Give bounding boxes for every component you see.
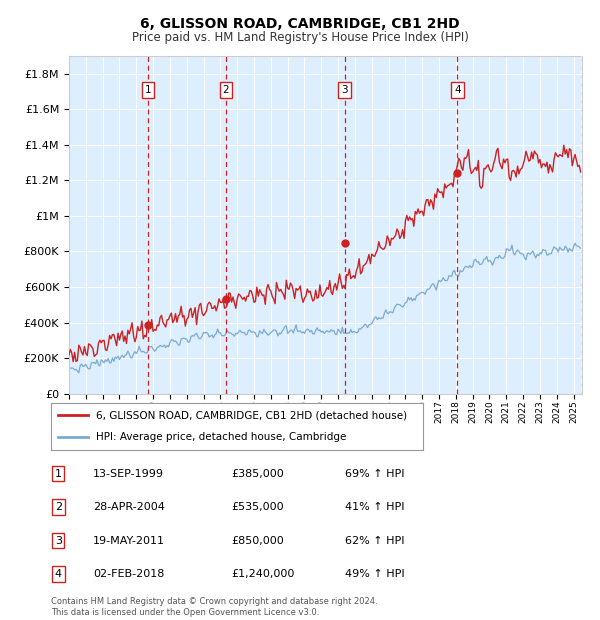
Text: Price paid vs. HM Land Registry's House Price Index (HPI): Price paid vs. HM Land Registry's House … xyxy=(131,31,469,43)
Text: £535,000: £535,000 xyxy=(231,502,284,512)
Text: 6, GLISSON ROAD, CAMBRIDGE, CB1 2HD (detached house): 6, GLISSON ROAD, CAMBRIDGE, CB1 2HD (det… xyxy=(95,410,407,420)
Text: 4: 4 xyxy=(454,84,461,95)
Text: 6, GLISSON ROAD, CAMBRIDGE, CB1 2HD: 6, GLISSON ROAD, CAMBRIDGE, CB1 2HD xyxy=(140,17,460,30)
Text: 2: 2 xyxy=(55,502,62,512)
Text: 3: 3 xyxy=(55,536,62,546)
Text: 28-APR-2004: 28-APR-2004 xyxy=(93,502,165,512)
Text: £385,000: £385,000 xyxy=(231,469,284,479)
Text: Contains HM Land Registry data © Crown copyright and database right 2024.
This d: Contains HM Land Registry data © Crown c… xyxy=(51,598,377,617)
Text: 3: 3 xyxy=(341,84,348,95)
Text: 13-SEP-1999: 13-SEP-1999 xyxy=(93,469,164,479)
Text: 4: 4 xyxy=(55,569,62,579)
Text: 49% ↑ HPI: 49% ↑ HPI xyxy=(345,569,404,579)
Text: 69% ↑ HPI: 69% ↑ HPI xyxy=(345,469,404,479)
Text: 2: 2 xyxy=(223,84,229,95)
Text: £1,240,000: £1,240,000 xyxy=(231,569,295,579)
Text: 02-FEB-2018: 02-FEB-2018 xyxy=(93,569,164,579)
Text: 1: 1 xyxy=(55,469,62,479)
Text: 19-MAY-2011: 19-MAY-2011 xyxy=(93,536,165,546)
Text: 41% ↑ HPI: 41% ↑ HPI xyxy=(345,502,404,512)
Text: 62% ↑ HPI: 62% ↑ HPI xyxy=(345,536,404,546)
Text: 1: 1 xyxy=(145,84,152,95)
Text: HPI: Average price, detached house, Cambridge: HPI: Average price, detached house, Camb… xyxy=(95,432,346,443)
Text: £850,000: £850,000 xyxy=(231,536,284,546)
